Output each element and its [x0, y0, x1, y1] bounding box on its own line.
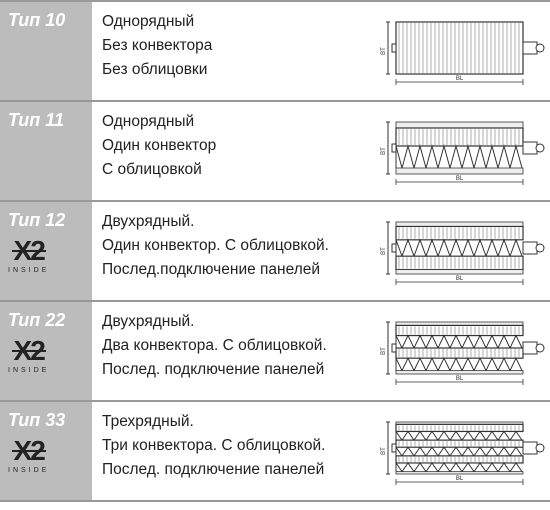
- description-line: Послед. подключение панелей: [102, 458, 365, 482]
- x2-inside: INSIDE: [8, 267, 49, 274]
- type-cell: Тип 10: [0, 2, 92, 100]
- description-line: С облицовкой: [102, 158, 365, 182]
- description-line: Двухрядный.: [102, 310, 365, 334]
- x2-inside: INSIDE: [8, 467, 49, 474]
- type-label: Тип 12: [8, 210, 65, 231]
- description-line: Один конвектор: [102, 134, 365, 158]
- description-line: Трехрядный.: [102, 410, 365, 434]
- x2-inside: INSIDE: [8, 367, 49, 374]
- x2-logo: X2 INSIDE: [8, 437, 49, 474]
- description-cell: Двухрядный.Два конвектора. С облицовкой.…: [92, 302, 375, 400]
- table-row: Тип 22 X2 INSIDE Двухрядный.Два конвектора.…: [0, 302, 550, 402]
- type-label: Тип 11: [8, 110, 64, 131]
- type-label: Тип 10: [8, 10, 65, 31]
- type-label: Тип 22: [8, 310, 65, 331]
- svg-text:BT: BT: [381, 247, 387, 255]
- table-row: Тип 11 ОднорядныйОдин конвекторС облицовк…: [0, 102, 550, 202]
- x2-text: X2: [14, 337, 44, 365]
- description-cell: Двухрядный.Один конвектор. С облицовкой.…: [92, 202, 375, 300]
- svg-text:BL: BL: [456, 276, 464, 282]
- description-line: Без конвектора: [102, 34, 365, 58]
- description-line: Однорядный: [102, 110, 365, 134]
- svg-text:BT: BT: [381, 147, 387, 155]
- description-cell: ОднорядныйОдин конвекторС облицовкой: [92, 102, 375, 200]
- description-line: Один конвектор. С облицовкой.: [102, 234, 365, 258]
- diagram-cell: BT BL: [375, 2, 550, 100]
- diagram-cell: BT BL: [375, 402, 550, 500]
- description-cell: Трехрядный.Три конвектора. С облицовкой.…: [92, 402, 375, 500]
- type-cell: Тип 11: [0, 102, 92, 200]
- x2-text: X2: [14, 437, 44, 465]
- description-line: Два конвектора. С облицовкой.: [102, 334, 365, 358]
- type-cell: Тип 33 X2 INSIDE: [0, 402, 92, 500]
- diagram-cell: BT BL: [375, 102, 550, 200]
- diagram-cell: BT BL: [375, 202, 550, 300]
- description-line: Без облицовки: [102, 58, 365, 82]
- svg-text:BL: BL: [456, 476, 464, 482]
- table-row: Тип 12 X2 INSIDE Двухрядный.Один конвектор.…: [0, 202, 550, 302]
- description-line: Послед. подключение панелей: [102, 358, 365, 382]
- svg-text:BL: BL: [456, 176, 464, 182]
- description-line: Послед.подключение панелей: [102, 258, 365, 282]
- svg-text:BT: BT: [381, 47, 387, 55]
- description-line: Однорядный: [102, 10, 365, 34]
- svg-text:BL: BL: [456, 376, 464, 382]
- svg-text:BT: BT: [381, 347, 387, 355]
- radiator-type-table: Тип 10ОднорядныйБез конвектораБез облицо…: [0, 0, 550, 502]
- description-line: Двухрядный.: [102, 210, 365, 234]
- table-row: Тип 33 X2 INSIDE Трехрядный.Три конвектора.…: [0, 402, 550, 502]
- description-cell: ОднорядныйБез конвектораБез облицовки: [92, 2, 375, 100]
- diagram-cell: BT BL: [375, 302, 550, 400]
- type-label: Тип 33: [8, 410, 65, 431]
- svg-text:BL: BL: [456, 76, 464, 82]
- x2-text: X2: [14, 237, 44, 265]
- x2-logo: X2 INSIDE: [8, 237, 49, 274]
- type-cell: Тип 12 X2 INSIDE: [0, 202, 92, 300]
- x2-logo: X2 INSIDE: [8, 337, 49, 374]
- description-line: Три конвектора. С облицовкой.: [102, 434, 365, 458]
- svg-text:BT: BT: [381, 447, 387, 455]
- type-cell: Тип 22 X2 INSIDE: [0, 302, 92, 400]
- table-row: Тип 10 ОднорядныйБез конвектораБез облицо…: [0, 2, 550, 102]
